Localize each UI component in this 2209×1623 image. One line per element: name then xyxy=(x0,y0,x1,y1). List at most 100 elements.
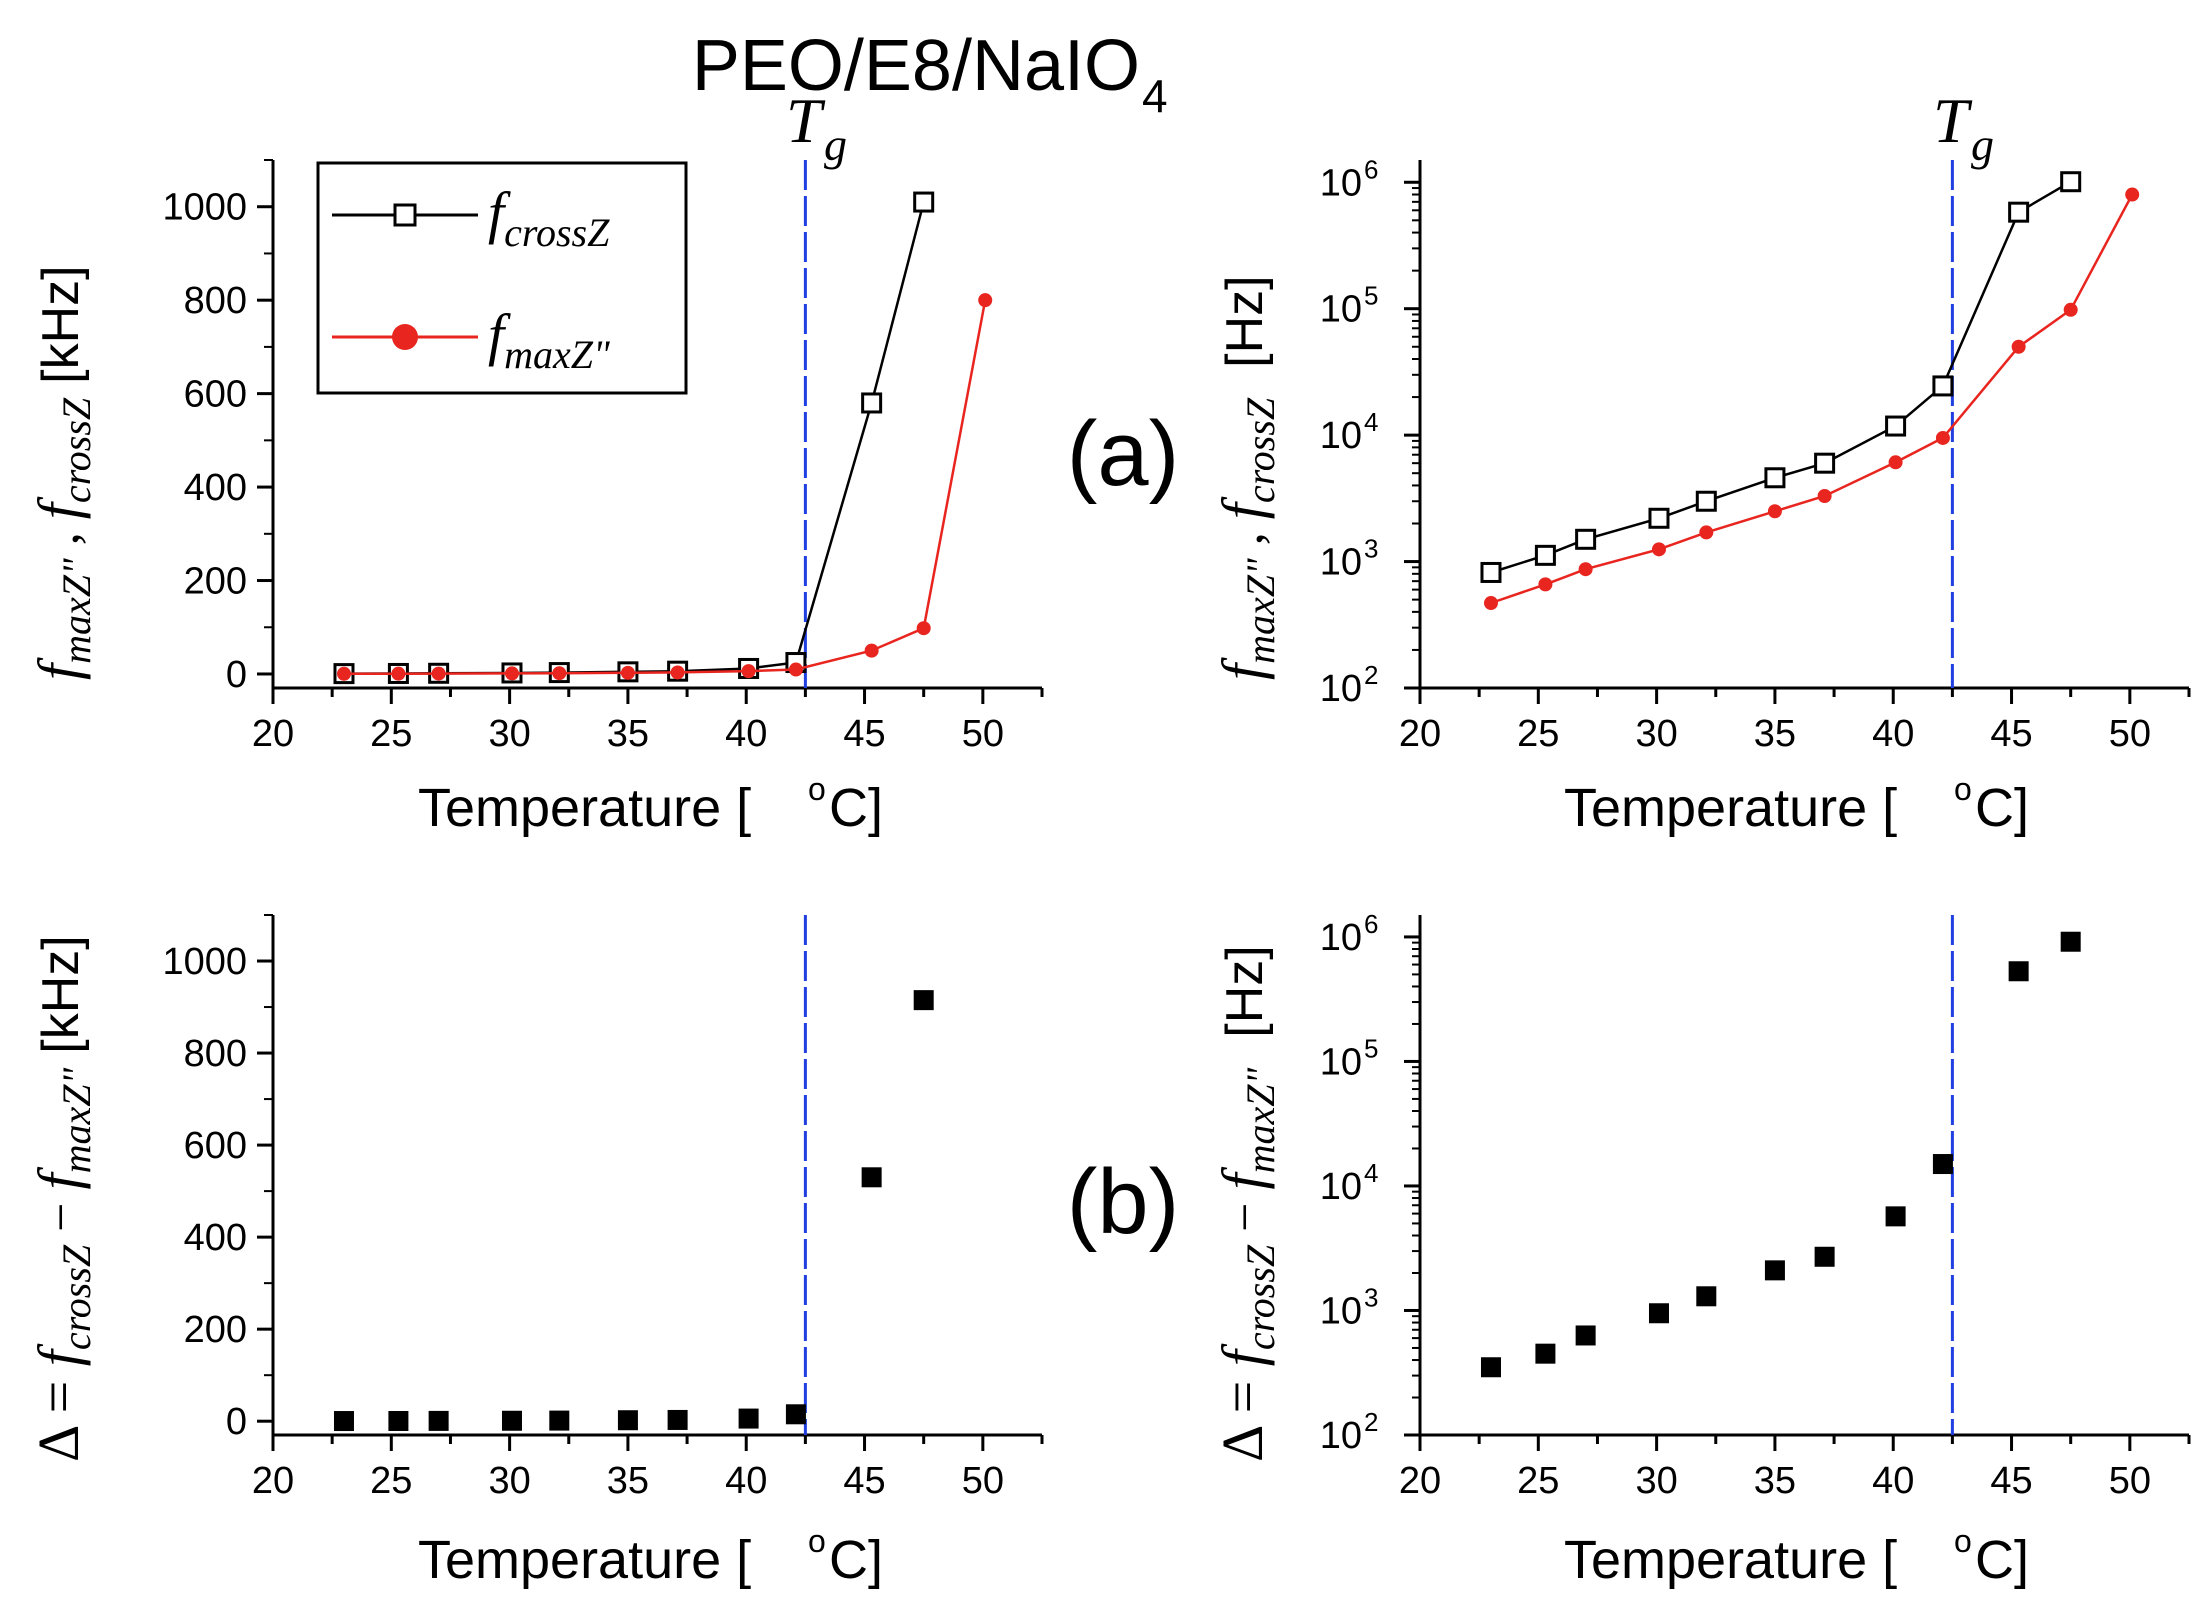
data-point-fmaxz xyxy=(1538,577,1553,592)
y-tick-label: 10 xyxy=(1320,289,1362,331)
figure-title-subscript: 4 xyxy=(1142,70,1168,122)
chart-a-linear: 20 25 30 35 40 45 50 0 200 400 600 800 1000 xyxy=(162,159,1044,755)
data-point-fmaxz xyxy=(788,662,803,677)
data-point-delta xyxy=(1814,1246,1835,1267)
svg-text:C]: C] xyxy=(829,778,883,838)
data-point-delta xyxy=(913,990,934,1011)
y-tick-label: 600 xyxy=(184,1125,247,1167)
data-point-fcrossz xyxy=(1695,490,1717,512)
data-point-fcrossz xyxy=(1764,467,1786,489)
y-tick-label: 10 xyxy=(1320,1415,1362,1457)
y-tick-label: 800 xyxy=(184,1033,247,1075)
data-point-fcrossz xyxy=(1480,561,1502,583)
data-point-fcrossz xyxy=(1885,415,1907,437)
data-point-delta xyxy=(617,1410,638,1431)
svg-text:g: g xyxy=(824,119,847,170)
legend-marker-max xyxy=(392,324,418,350)
data-point-delta xyxy=(1932,1154,1953,1175)
x-tick-label: 25 xyxy=(370,713,412,755)
y-axis-label-b-left: Δ = fcrossZ − fmaxZ"[kHz] xyxy=(26,935,99,1462)
data-point-fcrossz xyxy=(1648,507,1670,529)
y-tick-label: 200 xyxy=(184,561,247,603)
y-tick-label: 10 xyxy=(1320,668,1362,710)
svg-text:Δ = fcrossZ − fmaxZ"[kHz]: Δ = fcrossZ − fmaxZ"[kHz] xyxy=(26,935,99,1462)
data-point-fmaxz xyxy=(1817,489,1832,504)
x-tick-label: 50 xyxy=(2109,1460,2151,1502)
y-tick-exponent: 4 xyxy=(1364,1158,1378,1188)
svg-text:o: o xyxy=(808,1523,826,1559)
data-point-fmaxz xyxy=(1699,525,1714,540)
data-point-delta xyxy=(1696,1286,1717,1307)
svg-text:T: T xyxy=(1933,85,1973,156)
figure-title: PEO/E8/NaIO xyxy=(692,26,1140,106)
svg-text:Temperature [: Temperature [ xyxy=(418,1530,751,1590)
x-tick-label: 25 xyxy=(370,1460,412,1502)
x-tick-label: 45 xyxy=(1990,713,2032,755)
y-tick-label: 10 xyxy=(1320,542,1362,584)
y-tick-exponent: 5 xyxy=(1364,281,1378,311)
y-tick-label: 10 xyxy=(1320,162,1362,204)
y-tick-exponent: 3 xyxy=(1364,1282,1378,1312)
x-axis-label-a-left: Temperature [ o C] xyxy=(418,771,883,838)
y-tick-label: 10 xyxy=(1320,1290,1362,1332)
data-point-delta xyxy=(1885,1206,1906,1227)
panel-label-b: (b) xyxy=(1067,1151,1179,1253)
x-tick-label: 30 xyxy=(1635,713,1677,755)
panel-label-a: (a) xyxy=(1067,403,1179,505)
data-point-delta xyxy=(333,1411,354,1432)
svg-text:g: g xyxy=(1971,119,1994,170)
x-tick-label: 25 xyxy=(1517,713,1559,755)
y-tick-exponent: 3 xyxy=(1364,534,1378,564)
svg-text:o: o xyxy=(1954,771,1972,807)
x-tick-label: 35 xyxy=(1754,1460,1796,1502)
svg-text:Δ = fcrossZ − fmaxZ"[Hz]: Δ = fcrossZ − fmaxZ"[Hz] xyxy=(1210,945,1283,1462)
data-point-fmaxz xyxy=(504,666,519,681)
y-tick-label: 1000 xyxy=(162,187,247,229)
data-point-fmaxz xyxy=(1483,596,1498,611)
data-point-fcrossz xyxy=(861,392,883,414)
y-tick-label: 0 xyxy=(226,1401,247,1443)
data-point-delta xyxy=(1535,1343,1556,1364)
y-tick-label: 10 xyxy=(1320,1166,1362,1208)
x-axis-label-b-right: Temperature [ o C] xyxy=(1564,1523,2029,1590)
data-point-delta xyxy=(861,1167,882,1188)
data-point-fmaxz xyxy=(2063,302,2078,317)
y-tick-label: 400 xyxy=(184,467,247,509)
y-tick-label: 10 xyxy=(1320,1041,1362,1083)
data-point-delta xyxy=(738,1408,759,1429)
y-tick-exponent: 2 xyxy=(1364,1407,1378,1437)
data-point-fmaxz xyxy=(741,664,756,679)
x-tick-label: 35 xyxy=(607,1460,649,1502)
x-axis-label-a-right: Temperature [ o C] xyxy=(1564,771,2029,838)
x-tick-label: 30 xyxy=(488,713,530,755)
x-tick-label: 45 xyxy=(843,1460,885,1502)
x-tick-label: 45 xyxy=(843,713,885,755)
data-point-delta xyxy=(785,1404,806,1425)
legend-label-max: fmaxZ" xyxy=(488,302,610,377)
data-point-fmaxz xyxy=(864,643,879,658)
svg-text:Temperature [: Temperature [ xyxy=(418,778,751,838)
x-tick-label: 40 xyxy=(725,1460,767,1502)
svg-text:Temperature [: Temperature [ xyxy=(1564,1530,1897,1590)
data-point-fcrossz xyxy=(1534,544,1556,566)
data-point-fmaxz xyxy=(1578,562,1593,577)
x-tick-label: 50 xyxy=(962,1460,1004,1502)
y-axis-label-a-right: fmaxZ" , fcrossZ[Hz] xyxy=(1210,275,1283,680)
svg-text:C]: C] xyxy=(1975,778,2029,838)
y-tick-label: 200 xyxy=(184,1309,247,1351)
legend-label-cross: fcrossZ xyxy=(488,180,610,255)
y-axis-label-b-right: Δ = fcrossZ − fmaxZ"[Hz] xyxy=(1210,945,1283,1462)
tg-label-right: T g xyxy=(1933,85,1994,170)
data-point-fcrossz xyxy=(1814,452,1836,474)
legend-box xyxy=(316,161,688,395)
y-tick-label: 10 xyxy=(1320,415,1362,457)
data-point-fmaxz xyxy=(1767,504,1782,519)
x-tick-label: 50 xyxy=(2109,713,2151,755)
data-point-fcrossz xyxy=(2060,171,2082,193)
y-tick-exponent: 5 xyxy=(1364,1033,1378,1063)
data-point-delta xyxy=(1480,1357,1501,1378)
data-point-fmaxz xyxy=(1935,430,1950,445)
y-tick-exponent: 4 xyxy=(1364,407,1378,437)
